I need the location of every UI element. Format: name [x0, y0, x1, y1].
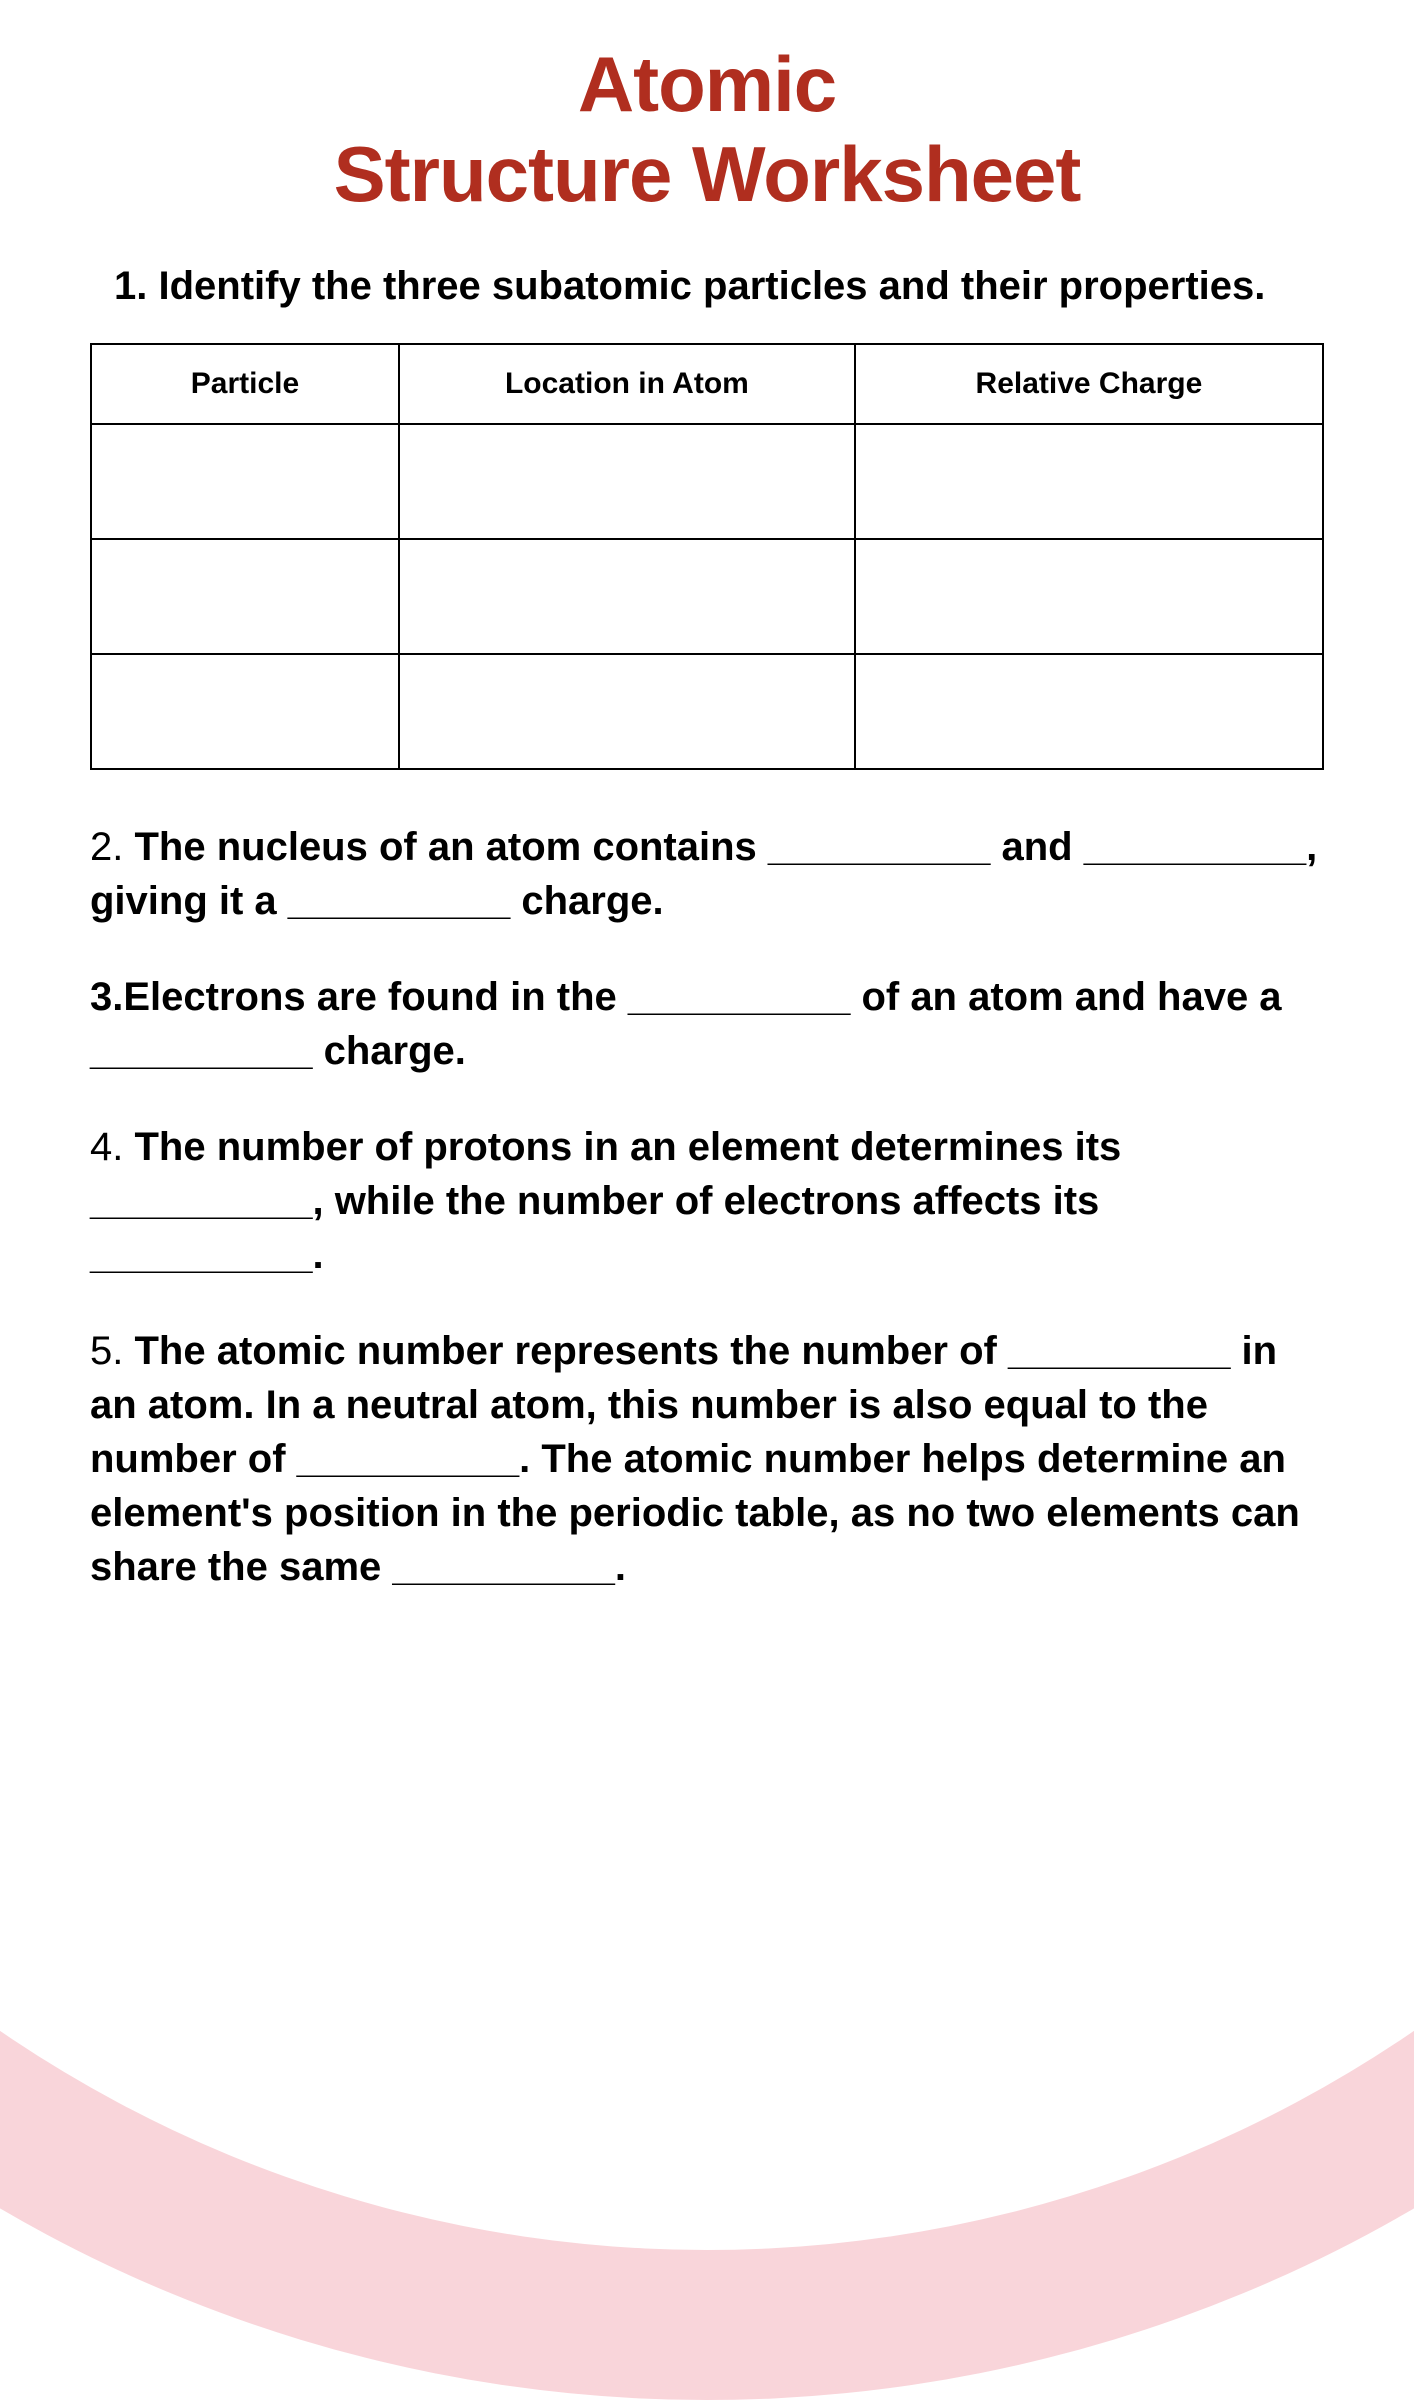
cell [399, 654, 855, 769]
q2-number: 2. [90, 825, 123, 869]
question-1: 1. Identify the three subatomic particle… [90, 259, 1324, 313]
title-line-1: Atomic [578, 40, 836, 128]
question-4: 4. The number of protons in an element d… [90, 1120, 1324, 1282]
cell [91, 424, 399, 539]
table-row [91, 424, 1323, 539]
worksheet-title: Atomic Structure Worksheet [90, 40, 1324, 219]
q1-text: Identify the three subatomic particles a… [158, 264, 1265, 308]
cell [855, 424, 1323, 539]
cell [399, 539, 855, 654]
question-5: 5. The atomic number represents the numb… [90, 1324, 1324, 1594]
q5-text: The atomic number represents the number … [90, 1329, 1300, 1589]
q3-number: 3. [90, 975, 123, 1019]
question-3: 3.Electrons are found in the __________ … [90, 970, 1324, 1078]
table-row [91, 654, 1323, 769]
q3-text: Electrons are found in the __________ of… [90, 975, 1282, 1073]
particles-table: Particle Location in Atom Relative Charg… [90, 343, 1324, 770]
question-2: 2. The nucleus of an atom contains _____… [90, 820, 1324, 928]
cell [399, 424, 855, 539]
title-line-2: Structure Worksheet [334, 130, 1081, 218]
worksheet-content: Atomic Structure Worksheet 1. Identify t… [0, 0, 1414, 2000]
table-header-row: Particle Location in Atom Relative Charg… [91, 344, 1323, 424]
table-row [91, 539, 1323, 654]
cell [855, 654, 1323, 769]
q2-text: The nucleus of an atom contains ________… [90, 825, 1317, 923]
cell [91, 654, 399, 769]
cell [855, 539, 1323, 654]
q4-number: 4. [90, 1125, 123, 1169]
th-particle: Particle [91, 344, 399, 424]
th-location: Location in Atom [399, 344, 855, 424]
q5-number: 5. [90, 1329, 123, 1373]
th-charge: Relative Charge [855, 344, 1323, 424]
q1-number: 1. [114, 264, 147, 308]
q4-text: The number of protons in an element dete… [90, 1125, 1121, 1277]
cell [91, 539, 399, 654]
